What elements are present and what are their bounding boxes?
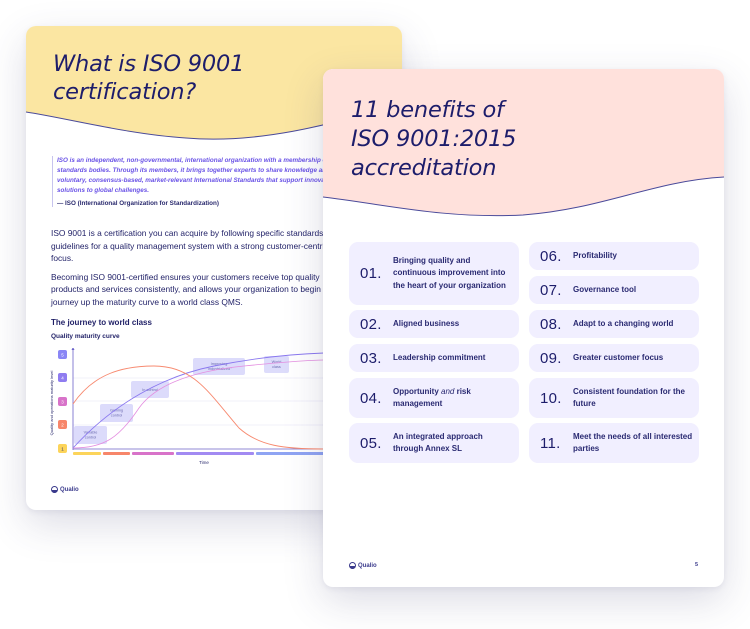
benefit-card: 08. Adapt to a changing world — [529, 310, 699, 338]
benefit-card: 03. Leadership commitment — [349, 344, 519, 372]
quote-attribution: — ISO (International Organization for St… — [57, 200, 219, 207]
benefit-number: 04. — [360, 389, 382, 407]
svg-text:3: 3 — [61, 400, 64, 405]
title-line-2: certification? — [53, 79, 197, 105]
logo-text: Qualio — [358, 562, 377, 569]
benefit-label: An integrated approach through Annex SL — [393, 431, 483, 454]
benefit-card: 04. Opportunity and risk management — [349, 378, 519, 418]
benefit-number: 03. — [360, 349, 382, 367]
title-line-2: ISO 9001:2015 — [351, 126, 517, 152]
benefit-card: 11. Meet the needs of all interested par… — [529, 423, 699, 463]
svg-text:2: 2 — [61, 423, 64, 428]
x-axis-label: Time — [199, 460, 209, 465]
benefit-card: 01. Bringing quality and continuous impr… — [349, 242, 519, 305]
benefit-label: Adapt to a changing world — [573, 318, 674, 328]
iso-quote: ISO is an independent, non-governmental,… — [52, 156, 387, 207]
svg-text:Variable: Variable — [84, 431, 98, 435]
svg-text:control: control — [85, 436, 97, 440]
page-title: What is ISO 9001 certification? — [53, 50, 244, 106]
hero-banner: 11 benefits of ISO 9001:2015 accreditati… — [323, 69, 724, 229]
benefit-number: 09. — [540, 349, 562, 367]
title-line-1: 11 benefits of — [351, 97, 504, 123]
benefit-number: 05. — [360, 434, 382, 452]
benefit-card: 10. Consistent foundation for the future — [529, 378, 699, 418]
benefit-number: 08. — [540, 315, 562, 333]
page-title: 11 benefits of ISO 9001:2015 accreditati… — [351, 96, 516, 183]
svg-text:5: 5 — [61, 353, 64, 358]
benefit-label: Aligned business — [393, 318, 460, 328]
svg-text:control: control — [111, 414, 123, 418]
benefit-card: 05. An integrated approach through Annex… — [349, 423, 519, 463]
y-axis-label: Quality and operations maturity level — [49, 371, 54, 436]
section-title: The journey to world class — [51, 318, 152, 327]
benefit-number: 11. — [540, 434, 561, 452]
benefit-label: Consistent foundation for the future — [573, 386, 685, 409]
benefit-number: 02. — [360, 315, 382, 333]
page-number: 5 — [694, 562, 698, 568]
svg-text:4: 4 — [61, 376, 64, 381]
svg-text:Gaining: Gaining — [110, 409, 123, 413]
title-line-1: What is ISO 9001 — [53, 51, 245, 77]
benefit-label: Opportunity and risk management — [393, 386, 471, 409]
benefit-label: Profitability — [573, 250, 618, 260]
title-line-3: accreditation — [351, 155, 497, 181]
svg-text:Improving: Improving — [211, 362, 228, 366]
benefit-number: 07. — [540, 281, 562, 299]
svg-text:In control: In control — [142, 388, 158, 392]
benefit-card: 06. Profitability — [529, 242, 699, 270]
page-11-benefits: 11 benefits of ISO 9001:2015 accreditati… — [323, 69, 724, 587]
qualio-logo-icon — [51, 486, 58, 493]
benefit-card: 09. Greater customer focus — [529, 344, 699, 372]
benefit-card: 07. Governance tool — [529, 276, 699, 304]
maturity-curve-chart: Quality and operations maturity level 5 … — [44, 347, 334, 473]
benefit-label: Greater customer focus — [573, 352, 664, 362]
paragraph-2: Becoming ISO 9001-certified ensures your… — [51, 271, 332, 307]
qualio-logo-icon — [349, 562, 356, 569]
qualio-logo: Qualio — [349, 562, 377, 569]
paragraph-1: ISO 9001 is a certification you can acqu… — [51, 228, 340, 263]
hero-banner: What is ISO 9001 certification? — [26, 26, 402, 156]
benefit-card: 02. Aligned business — [349, 310, 519, 338]
benefit-label: Leadership commitment — [393, 352, 486, 362]
qualio-logo: Qualio — [51, 486, 79, 493]
logo-text: Qualio — [60, 486, 79, 493]
quote-text: ISO is an independent, non-governmental,… — [57, 157, 374, 194]
benefit-number: 01. — [360, 265, 382, 282]
svg-text:1: 1 — [61, 447, 64, 452]
benefit-label: Bringing quality and continuous improvem… — [393, 255, 506, 290]
benefit-label: Meet the needs of all interested parties — [573, 431, 693, 454]
benefit-label: Governance tool — [573, 284, 637, 294]
svg-text:World: World — [272, 360, 282, 364]
chart-subtitle: Quality maturity curve — [51, 333, 120, 340]
benefit-number: 10. — [540, 389, 562, 407]
svg-text:class: class — [272, 365, 281, 369]
body-text: ISO 9001 is a certification you can acqu… — [51, 227, 351, 314]
benefit-number: 06. — [540, 247, 562, 265]
